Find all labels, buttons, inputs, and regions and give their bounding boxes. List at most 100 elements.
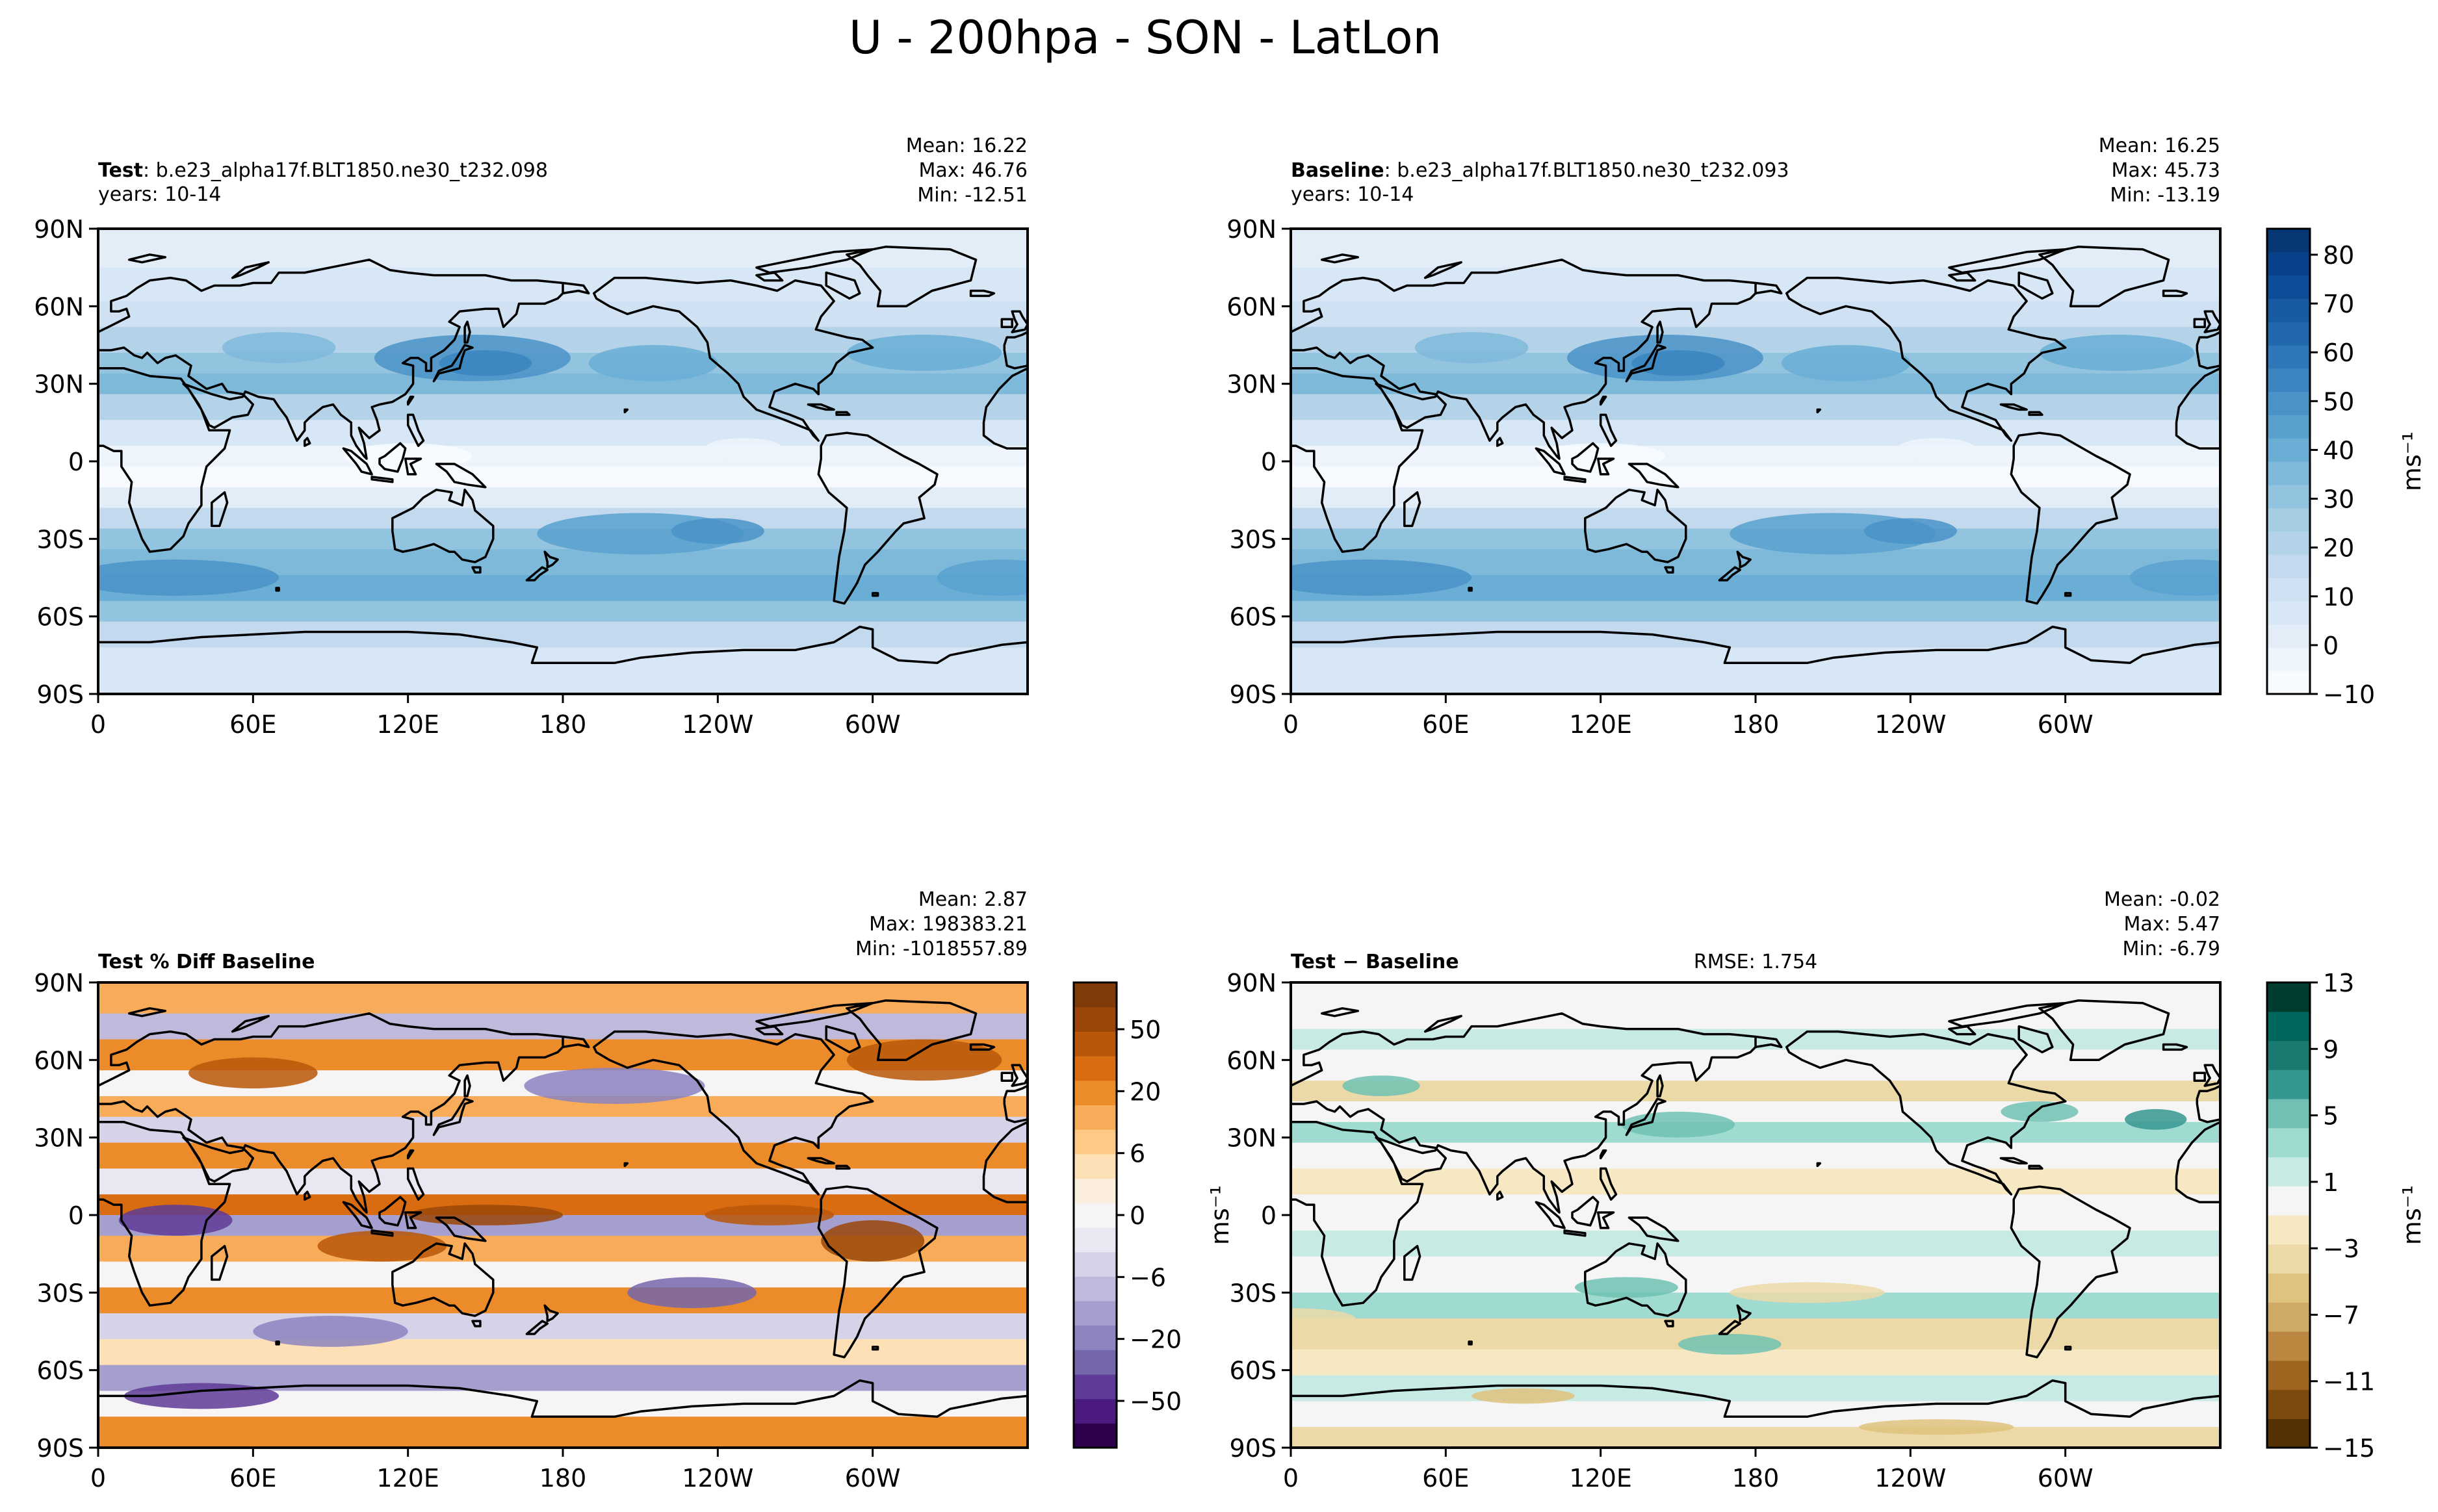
lon-tick-label: 60W — [845, 1464, 901, 1493]
panel-title: Baseline: b.e23_alpha17f.BLT1850.ne30_t2… — [1291, 159, 1789, 182]
colorbar-tick-label: 50 — [2323, 387, 2354, 416]
colorbar-swatch — [2267, 671, 2310, 695]
lon-tick-label: 120W — [682, 710, 753, 739]
colorbar-swatch — [2267, 229, 2310, 253]
lat-tick-label: 30N — [1226, 370, 1277, 399]
colorbar-swatch — [2267, 1331, 2310, 1361]
panel-title-bold: Test — [98, 159, 143, 182]
panel-title: Test − Baseline — [1291, 951, 1459, 973]
colorbar-swatch — [1074, 1153, 1117, 1179]
lat-tick-label: 30S — [37, 525, 84, 554]
colorbar-tick-label: 50 — [1130, 1016, 1161, 1044]
lat-tick-label: 60S — [1230, 1357, 1277, 1385]
lon-tick-label: 120E — [376, 1464, 439, 1493]
colorbar-swatch — [2267, 600, 2310, 625]
lat-tick-label: 90S — [1230, 680, 1277, 709]
colorbar-swatch — [1074, 1276, 1117, 1301]
lat-tick-label: 30N — [34, 1124, 84, 1153]
colorbar-tick-label: 6 — [1130, 1140, 1145, 1168]
panel-title-rest: : b.e23_alpha17f.BLT1850.ne30_t232.093 — [1384, 159, 1789, 182]
lat-tick-label: 0 — [68, 448, 84, 476]
colorbar-swatch — [2267, 1127, 2310, 1158]
colorbar-swatch — [2267, 275, 2310, 299]
lon-tick-label: 180 — [539, 710, 587, 739]
colorbar-swatch — [1074, 1006, 1117, 1032]
colorbar-swatch — [2267, 461, 2310, 485]
colorbar-swatch — [2267, 368, 2310, 392]
colorbar-swatch — [2267, 391, 2310, 415]
lon-tick-label: 180 — [1732, 710, 1780, 739]
lat-tick-label: 60S — [37, 603, 84, 632]
colorbar-swatch — [2267, 1040, 2310, 1070]
panel-stat: Mean: -0.02 — [2104, 888, 2220, 911]
lat-tick-label: 90N — [1226, 215, 1277, 244]
coastline — [1291, 246, 2220, 694]
lon-tick-label: 60W — [2038, 1464, 2094, 1493]
panel-title-rest: : b.e23_alpha17f.BLT1850.ne30_t232.098 — [143, 159, 548, 182]
colorbar-diff: 13 9 5 1 −3 −7 −11 −15 ms⁻¹ — [2266, 969, 2426, 1463]
colorbar-swatch — [1074, 1031, 1117, 1057]
colorbar-swatch — [2267, 345, 2310, 369]
colorbar-tick-label: 13 — [2323, 969, 2354, 997]
lat-tick-label: 60N — [1226, 292, 1277, 321]
colorbar-tick-label: 5 — [2323, 1102, 2339, 1131]
colorbar-tick-label: 9 — [2323, 1035, 2339, 1064]
pct-side-unit-label: ms⁻¹ — [1206, 1185, 1234, 1245]
colorbar-swatch — [2267, 1302, 2310, 1332]
colorbar-tick-label: 10 — [2323, 583, 2354, 611]
colorbar-swatch — [1074, 1374, 1117, 1400]
colorbar-tick-label: 70 — [2323, 290, 2354, 318]
colorbar-tick-label: −11 — [2323, 1368, 2375, 1396]
contour-field — [1291, 982, 2220, 1448]
lon-tick-label: 120W — [1874, 710, 1946, 739]
colorbar-swatch — [2267, 415, 2310, 439]
colorbar-mean: 80 70 60 50 40 30 20 10 0 −10 ms⁻¹ — [2266, 227, 2426, 709]
panel-title: Test: b.e23_alpha17f.BLT1850.ne30_t232.0… — [98, 159, 548, 182]
lon-tick-label: 60E — [1422, 1464, 1469, 1493]
contour-field — [98, 982, 1028, 1448]
colorbar-swatch — [1074, 1350, 1117, 1375]
colorbar-swatch — [2267, 1389, 2310, 1419]
lat-tick-label: 30N — [1226, 1124, 1277, 1153]
colorbar-swatch — [2267, 647, 2310, 671]
colorbar-tick-label: −20 — [1130, 1326, 1182, 1354]
colorbar-pct: 50 20 6 0 −6 −20 −50 — [1072, 981, 1182, 1449]
colorbar-swatch — [2267, 251, 2310, 276]
colorbar-tick-label: −50 — [1130, 1387, 1182, 1416]
lon-tick-label: 180 — [539, 1464, 587, 1493]
panel-stat: Mean: 16.22 — [906, 135, 1028, 157]
colorbar-tick-label: 40 — [2323, 436, 2354, 465]
lon-tick-label: 120E — [1569, 1464, 1632, 1493]
lon-tick-label: 120W — [1874, 1464, 1946, 1493]
colorbar-swatch — [1074, 1398, 1117, 1424]
colorbar-tick-label: 80 — [2323, 241, 2354, 270]
lon-tick-label: 60E — [229, 1464, 276, 1493]
colorbar-swatch — [2267, 1186, 2310, 1216]
lon-tick-label: 120E — [1569, 710, 1632, 739]
colorbar-swatch — [2267, 322, 2310, 346]
colorbar-swatch — [1074, 1251, 1117, 1277]
lat-tick-label: 90N — [34, 215, 84, 244]
panel-stat: Min: -13.19 — [2110, 184, 2220, 207]
panel-stat: Max: 198383.21 — [869, 913, 1028, 936]
panel-title-bold: Test % Diff Baseline — [98, 951, 315, 973]
colorbar-unit-label: ms⁻¹ — [2398, 1185, 2426, 1245]
lon-tick-label: 60W — [845, 710, 901, 739]
panel-stat: Max: 5.47 — [2124, 913, 2220, 936]
lon-tick-label: 0 — [1283, 710, 1299, 739]
colorbar-swatch — [2267, 1099, 2310, 1129]
lat-tick-label: 90N — [34, 969, 84, 997]
colorbar-tick-label: 60 — [2323, 339, 2354, 367]
colorbar-tick-label: 30 — [2323, 485, 2354, 514]
lat-tick-label: 90N — [1226, 969, 1277, 997]
colorbar-swatch — [1074, 1105, 1117, 1130]
colorbar-swatch — [2267, 531, 2310, 555]
lat-tick-label: 0 — [1261, 1201, 1277, 1230]
colorbar-tick-label: 20 — [2323, 534, 2354, 563]
colorbar-swatch — [2267, 982, 2310, 1012]
lat-tick-label: 0 — [68, 1201, 84, 1230]
lat-tick-label: 60N — [1226, 1046, 1277, 1075]
